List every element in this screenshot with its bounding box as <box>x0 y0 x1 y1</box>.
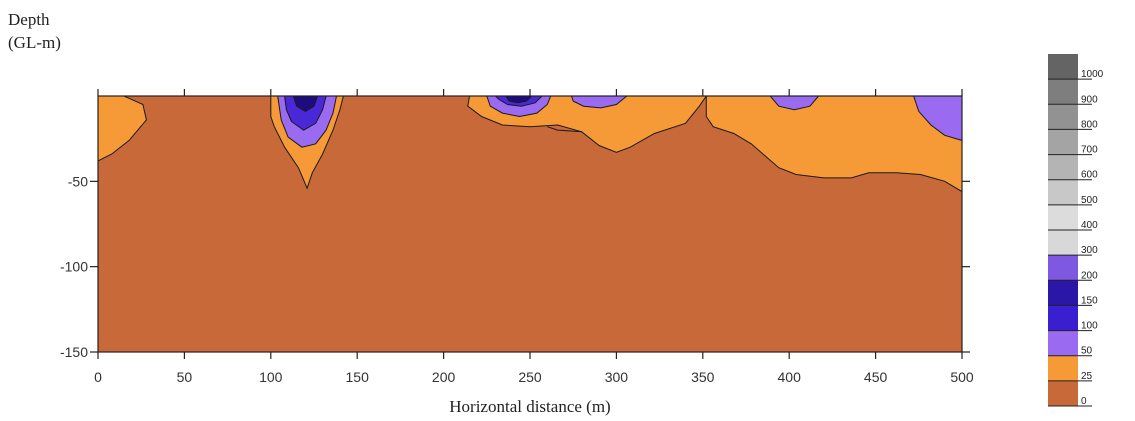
contour-line-1 <box>547 126 582 133</box>
color-legend: 0 25 50 100 150 200 300 400 500 600 700 800 900 1000 <box>1048 54 1104 407</box>
legend-label: 600 <box>1081 170 1098 181</box>
legend-swatch <box>1048 305 1078 331</box>
x-tick-label: 150 <box>346 369 370 385</box>
legend-swatch <box>1048 230 1078 256</box>
legend-label: 200 <box>1081 270 1098 281</box>
x-tick-label: 300 <box>605 369 629 385</box>
legend-swatch <box>1048 255 1078 281</box>
legend-swatch <box>1048 179 1078 205</box>
y-axis-label-line1: Depth <box>8 10 50 29</box>
legend-swatch <box>1048 280 1078 306</box>
legend-label: 800 <box>1081 119 1098 130</box>
blue-zone-1 <box>284 95 327 131</box>
legend-label: 150 <box>1081 295 1098 306</box>
x-tick-label: 250 <box>518 369 542 385</box>
legend-label: 1000 <box>1081 69 1104 80</box>
legend-swatch <box>1048 355 1078 381</box>
legend-swatch <box>1048 54 1078 80</box>
plot-area <box>97 95 963 352</box>
legend-label: 500 <box>1081 195 1098 206</box>
legend-label: 50 <box>1081 346 1093 357</box>
x-tick-label: 450 <box>864 369 888 385</box>
y-tick-label: -50 <box>68 173 88 189</box>
x-tick-label: 100 <box>259 369 283 385</box>
legend-swatch <box>1048 380 1078 406</box>
x-tick-label: 50 <box>177 369 193 385</box>
axes: 0 50 100 150 200 250 300 350 400 450 500 -50 -100 -15… <box>60 89 974 385</box>
y-axis-label-line2: (GL-m) <box>8 33 61 52</box>
x-tick-label: 0 <box>94 369 102 385</box>
legend-label: 400 <box>1081 220 1098 231</box>
legend-label: 0 <box>1081 396 1087 407</box>
y-tick-label: -150 <box>60 344 88 360</box>
legend-label: 700 <box>1081 145 1098 156</box>
legend-swatch <box>1048 154 1078 180</box>
y-axis-label: Depth (GL-m) <box>8 8 61 54</box>
x-tick-label: 350 <box>691 369 715 385</box>
x-tick-label: 400 <box>778 369 802 385</box>
legend-swatch <box>1048 104 1078 130</box>
legend-swatch <box>1048 129 1078 155</box>
legend-swatch <box>1048 330 1078 356</box>
x-tick-label: 200 <box>432 369 456 385</box>
orange-zone-4 <box>705 95 963 193</box>
orange-zone-1 <box>97 95 147 162</box>
y-tick-label: -100 <box>60 259 88 275</box>
legend-swatch <box>1048 79 1078 105</box>
legend-label: 900 <box>1081 94 1098 105</box>
x-tick-label: 500 <box>950 369 974 385</box>
legend-label: 300 <box>1081 245 1098 256</box>
legend-label: 100 <box>1081 321 1098 332</box>
legend-swatch <box>1048 204 1078 230</box>
legend-label: 25 <box>1081 371 1093 382</box>
x-axis-label: Horizontal distance (m) <box>449 397 610 416</box>
